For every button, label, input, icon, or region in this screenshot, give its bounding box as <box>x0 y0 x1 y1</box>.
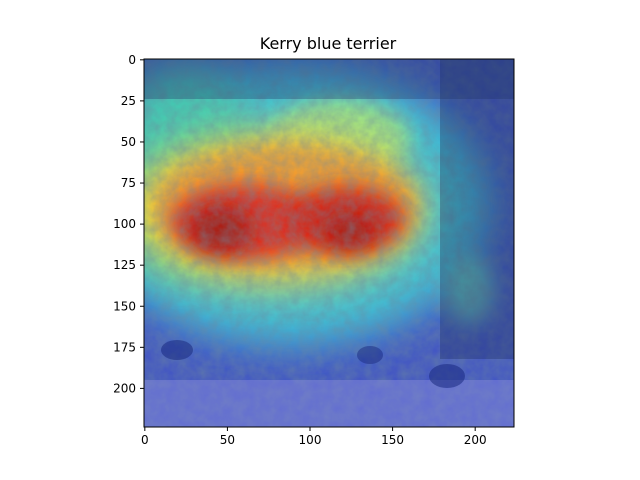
x-tick-label: 50 <box>220 433 235 447</box>
x-tick-label: 200 <box>464 433 487 447</box>
y-axis: 0 25 50 75 100 125 150 175 200 <box>113 53 144 395</box>
chart-title: Kerry blue terrier <box>260 34 397 53</box>
heatmap-image <box>144 59 514 427</box>
plot-frame <box>143 58 515 428</box>
y-tick-label: 100 <box>113 217 136 231</box>
y-tick-label: 150 <box>113 299 136 313</box>
x-tick-label: 0 <box>141 433 149 447</box>
y-tick-label: 75 <box>121 176 136 190</box>
y-tick-label: 125 <box>113 258 136 272</box>
y-tick-label: 25 <box>121 94 136 108</box>
x-tick-label: 150 <box>381 433 404 447</box>
y-tick-label: 200 <box>113 381 136 395</box>
y-tick-label: 0 <box>128 53 136 67</box>
x-tick-label: 100 <box>299 433 322 447</box>
x-axis: 0 50 100 150 200 <box>141 427 487 447</box>
y-tick-label: 50 <box>121 135 136 149</box>
y-tick-label: 175 <box>113 340 136 354</box>
